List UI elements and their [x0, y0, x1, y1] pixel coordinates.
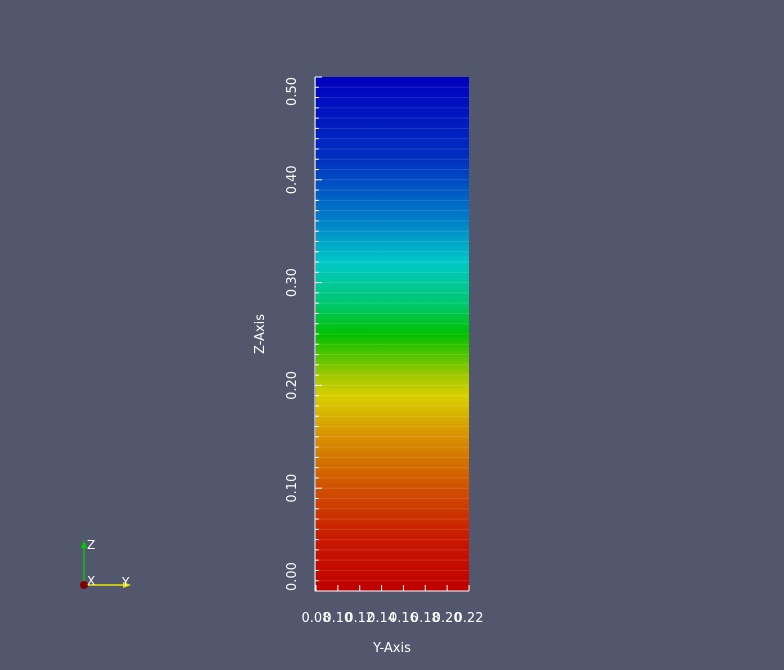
y-axis-tick-label: 0.12 [345, 611, 374, 626]
z-axis-tick-label: 0.50 [285, 77, 300, 106]
z-axis-tick-label: 0.30 [285, 268, 300, 297]
y-axis-tick-label: 0.20 [433, 611, 462, 626]
z-axis-tick-label: 0.00 [285, 562, 300, 591]
y-axis-title: Y-Axis [372, 641, 411, 656]
y-axis-tick-label: 0.18 [411, 611, 440, 626]
z-axis-title: Z-Axis [253, 314, 268, 354]
field-plot [316, 77, 469, 591]
orientation-z-arrow [81, 540, 87, 548]
field-bands [316, 86, 469, 582]
z-axis: 0.00 0.10 0.20 0.30 0.40 0.50 Z-Axis [253, 76, 322, 592]
orientation-x-label: X [87, 574, 95, 588]
z-axis-tick-label: 0.40 [285, 165, 300, 194]
y-axis-tick-label: 0.22 [455, 611, 484, 626]
y-axis: 0.080.100.120.140.160.180.200.22 Y-Axis [302, 585, 484, 656]
orientation-z-label: Z [87, 538, 95, 552]
orientation-axes-widget: Z X Y [80, 538, 131, 589]
orientation-origin [80, 581, 88, 589]
y-axis-ticks [315, 585, 470, 591]
z-axis-tick-label: 0.10 [285, 474, 300, 503]
z-axis-tick-label: 0.20 [285, 371, 300, 400]
y-axis-tick-label: 0.14 [367, 611, 396, 626]
y-axis-tick-label: 0.08 [302, 611, 331, 626]
y-axis-tick-label: 0.16 [389, 611, 418, 626]
z-axis-tick-labels: 0.00 0.10 0.20 0.30 0.40 0.50 [285, 77, 300, 591]
y-axis-tick-label: 0.10 [323, 611, 352, 626]
y-axis-tick-labels: 0.080.100.120.140.160.180.200.22 [302, 611, 484, 626]
color-field [316, 77, 469, 591]
orientation-y-label: Y [121, 575, 130, 589]
z-axis-ticks [315, 76, 322, 592]
orientation-y-arrow [123, 582, 131, 588]
